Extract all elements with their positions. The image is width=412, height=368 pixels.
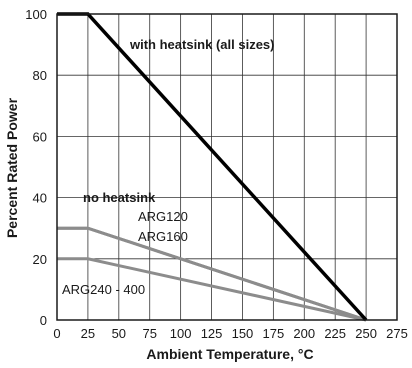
x-tick-label: 75 (142, 326, 156, 341)
x-tick-label: 275 (386, 326, 408, 341)
x-tick-label: 125 (201, 326, 223, 341)
y-tick-label: 80 (33, 68, 47, 83)
x-tick-label: 0 (53, 326, 60, 341)
x-tick-label: 200 (293, 326, 315, 341)
y-tick-label: 60 (33, 129, 47, 144)
y-axis-title: Percent Rated Power (4, 97, 20, 238)
label-arg240-400: ARG240 - 400 (62, 282, 145, 297)
series-line-arg240-400 (57, 257, 367, 322)
label-arg120: ARG120 (138, 209, 188, 224)
x-tick-label: 225 (324, 326, 346, 341)
y-tick-label: 0 (40, 313, 47, 328)
y-tick-label: 20 (33, 252, 47, 267)
series-line-arg160 (57, 226, 367, 322)
x-axis-title: Ambient Temperature, °C (146, 346, 313, 362)
grid (57, 14, 397, 320)
x-tick-label: 150 (232, 326, 254, 341)
x-tick-label: 100 (170, 326, 192, 341)
x-tick-label: 175 (263, 326, 285, 341)
x-tick-label: 50 (112, 326, 126, 341)
y-tick-label: 100 (25, 7, 47, 22)
label-with-heatsink: with heatsink (all sizes) (129, 37, 275, 52)
x-tick-label: 25 (81, 326, 95, 341)
label-arg160: ARG160 (138, 229, 188, 244)
tick-labels: 0 25 50 75 100 125 150 175 200 225 250 275 0 20 40 60 80… (25, 7, 408, 341)
y-tick-label: 40 (33, 191, 47, 206)
plot-frame (56, 13, 398, 321)
x-tick-label: 250 (355, 326, 377, 341)
label-no-heatsink: no heatsink (83, 190, 156, 205)
